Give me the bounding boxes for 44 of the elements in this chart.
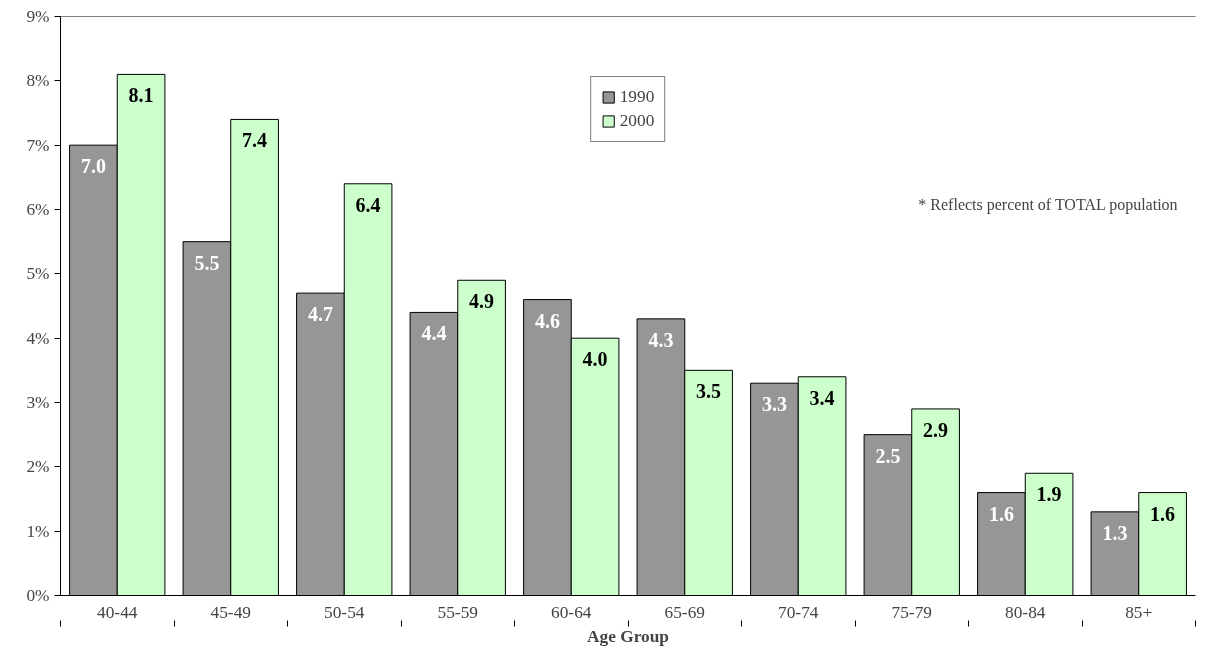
data-label: 1.6 bbox=[988, 502, 1014, 525]
data-label: 2.5 bbox=[875, 444, 901, 467]
legend-label: 2000 bbox=[619, 111, 655, 131]
data-label: 1.3 bbox=[1102, 521, 1128, 544]
legend-label: 1990 bbox=[619, 87, 655, 107]
y-tick-label: 4% bbox=[26, 328, 50, 348]
data-label: 3.4 bbox=[809, 386, 835, 409]
x-tick-label: 85+ bbox=[1125, 602, 1153, 622]
y-tick-label: 9% bbox=[26, 7, 50, 26]
y-tick-label: 7% bbox=[26, 135, 50, 155]
annotation: * Reflects percent of TOTAL population bbox=[918, 196, 1178, 215]
data-label: 4.3 bbox=[648, 328, 674, 351]
x-tick-label: 45-49 bbox=[210, 602, 251, 622]
data-label: 8.1 bbox=[128, 84, 154, 107]
y-tick-label: 1% bbox=[26, 521, 50, 541]
x-tick-label: 60-64 bbox=[551, 602, 592, 622]
data-label: 4.4 bbox=[421, 322, 447, 345]
x-tick-label: 80-84 bbox=[1005, 602, 1046, 622]
data-label: 7.4 bbox=[242, 129, 268, 152]
data-label: 4.7 bbox=[307, 303, 333, 326]
data-label: 5.5 bbox=[194, 251, 220, 274]
data-label: 4.9 bbox=[469, 290, 495, 313]
x-tick-label: 40-44 bbox=[97, 602, 138, 622]
y-tick-label: 5% bbox=[26, 264, 50, 284]
x-tick-label: 55-59 bbox=[437, 602, 478, 622]
data-label: 2.9 bbox=[923, 418, 949, 441]
data-label: 3.5 bbox=[696, 380, 722, 403]
data-label: 3.3 bbox=[761, 393, 787, 416]
x-tick-label: 50-54 bbox=[324, 602, 365, 622]
data-label: 4.6 bbox=[534, 309, 560, 332]
y-tick-label: 0% bbox=[26, 586, 50, 605]
x-tick-label: 65-69 bbox=[664, 602, 705, 622]
data-label: 1.9 bbox=[1036, 483, 1062, 506]
y-tick-label: 2% bbox=[26, 457, 50, 477]
x-tick-label: 75-79 bbox=[891, 602, 932, 622]
x-axis-title: Age Group bbox=[587, 626, 669, 646]
y-tick-label: 6% bbox=[26, 200, 50, 219]
data-label: 1.6 bbox=[1150, 502, 1176, 525]
y-tick-label: 8% bbox=[26, 71, 50, 91]
data-label: 4.0 bbox=[582, 348, 608, 371]
y-tick-label: 3% bbox=[26, 393, 50, 412]
x-tick-label: 70-74 bbox=[778, 602, 819, 622]
data-label: 6.4 bbox=[355, 193, 381, 216]
data-label: 7.0 bbox=[80, 155, 106, 178]
